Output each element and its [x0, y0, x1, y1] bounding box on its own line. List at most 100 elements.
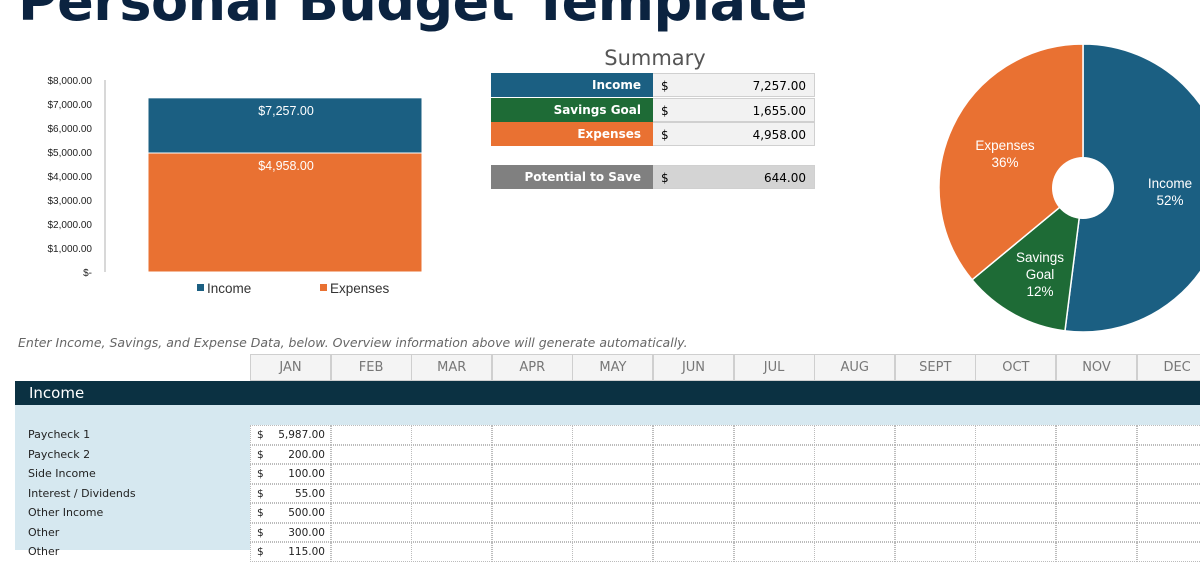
currency-symbol: $ [257, 526, 264, 539]
income-cell-aug[interactable] [814, 542, 896, 562]
income-cell-feb[interactable] [330, 542, 412, 562]
income-cell-dec[interactable] [1136, 444, 1200, 464]
income-cell-dec[interactable] [1136, 542, 1200, 562]
income-cell-feb[interactable] [330, 464, 412, 484]
income-cell-apr[interactable] [491, 444, 573, 464]
income-cell-jun[interactable] [653, 503, 734, 523]
income-cell-aug[interactable] [814, 503, 896, 523]
income-cell-apr[interactable] [491, 522, 573, 542]
income-cell-jan[interactable]: $5,987.00 [250, 425, 331, 445]
income-cell-sept[interactable] [894, 483, 976, 503]
income-cell-sept[interactable] [894, 464, 976, 484]
income-cell-mar[interactable] [411, 464, 493, 484]
income-cell-aug[interactable] [814, 464, 896, 484]
income-cell-mar[interactable] [411, 503, 493, 523]
income-cell-may[interactable] [572, 503, 654, 523]
page-title: Personal Budget Template [18, 0, 808, 33]
income-cell-aug[interactable] [814, 522, 896, 542]
summary-label: Income [491, 73, 653, 97]
currency-symbol: $ [257, 448, 264, 461]
income-cell-may[interactable] [572, 425, 654, 445]
summary-value: 644.00 [683, 165, 815, 189]
currency-symbol: $ [653, 165, 683, 189]
y-tick-label: $4,000.00 [48, 172, 93, 183]
income-cell-dec[interactable] [1136, 503, 1200, 523]
income-cell-jun[interactable] [653, 425, 734, 445]
income-cell-nov[interactable] [1056, 483, 1137, 503]
income-cell-sept[interactable] [894, 503, 976, 523]
income-cell-jun[interactable] [653, 444, 734, 464]
income-cell-mar[interactable] [411, 522, 493, 542]
income-cell-jun[interactable] [653, 522, 734, 542]
income-cell-aug[interactable] [814, 444, 896, 464]
income-cell-apr[interactable] [491, 542, 573, 562]
income-cell-nov[interactable] [1056, 444, 1137, 464]
income-cell-jan[interactable]: $500.00 [250, 503, 331, 523]
income-cell-mar[interactable] [411, 425, 493, 445]
income-cell-feb[interactable] [330, 522, 412, 542]
income-cell-may[interactable] [572, 464, 654, 484]
income-cell-may[interactable] [572, 522, 654, 542]
income-cell-mar[interactable] [411, 444, 493, 464]
income-cell-nov[interactable] [1056, 503, 1137, 523]
legend-swatch [320, 284, 327, 291]
income-cell-apr[interactable] [491, 464, 573, 484]
income-cell-oct[interactable] [975, 464, 1057, 484]
income-cell-sept[interactable] [894, 425, 976, 445]
donut-hole [1052, 157, 1114, 219]
pie-label-name: Income [1148, 176, 1192, 191]
income-cell-jul[interactable] [733, 483, 815, 503]
income-cell-jul[interactable] [733, 542, 815, 562]
income-cell-oct[interactable] [975, 503, 1057, 523]
income-cell-aug[interactable] [814, 483, 896, 503]
income-cell-sept[interactable] [894, 542, 976, 562]
income-cell-feb[interactable] [330, 425, 412, 445]
income-cell-jun[interactable] [653, 542, 734, 562]
income-cell-sept[interactable] [894, 444, 976, 464]
income-cell-jul[interactable] [733, 425, 815, 445]
income-cell-jul[interactable] [733, 522, 815, 542]
income-cell-may[interactable] [572, 542, 654, 562]
income-cell-mar[interactable] [411, 483, 493, 503]
income-cell-jun[interactable] [653, 483, 734, 503]
income-cell-dec[interactable] [1136, 425, 1200, 445]
income-cell-oct[interactable] [975, 542, 1057, 562]
income-cell-jun[interactable] [653, 464, 734, 484]
income-cell-nov[interactable] [1056, 464, 1137, 484]
income-cell-jan[interactable]: $115.00 [250, 542, 331, 562]
income-cell-jan[interactable]: $55.00 [250, 483, 331, 503]
income-cell-jan[interactable]: $100.00 [250, 464, 331, 484]
income-cell-dec[interactable] [1136, 464, 1200, 484]
income-cell-oct[interactable] [975, 444, 1057, 464]
income-cell-jan[interactable]: $200.00 [250, 444, 331, 464]
income-cell-oct[interactable] [975, 483, 1057, 503]
income-cell-apr[interactable] [491, 503, 573, 523]
income-cell-feb[interactable] [330, 483, 412, 503]
income-cell-nov[interactable] [1056, 522, 1137, 542]
pie-slice-income [1064, 43, 1200, 333]
income-cell-jul[interactable] [733, 464, 815, 484]
income-cell-aug[interactable] [814, 425, 896, 445]
income-cell-jul[interactable] [733, 444, 815, 464]
income-cell-may[interactable] [572, 444, 654, 464]
income-cell-feb[interactable] [330, 444, 412, 464]
income-cell-sept[interactable] [894, 522, 976, 542]
income-cell-oct[interactable] [975, 425, 1057, 445]
income-cell-oct[interactable] [975, 522, 1057, 542]
income-cell-dec[interactable] [1136, 483, 1200, 503]
income-cell-mar[interactable] [411, 542, 493, 562]
income-cell-dec[interactable] [1136, 522, 1200, 542]
income-cell-nov[interactable] [1056, 425, 1137, 445]
income-cell-apr[interactable] [491, 483, 573, 503]
summary-title: Summary [604, 46, 706, 70]
income-cell-jan[interactable]: $300.00 [250, 522, 331, 542]
summary-value: 4,958.00 [683, 122, 815, 146]
income-cell-feb[interactable] [330, 503, 412, 523]
income-cell-may[interactable] [572, 483, 654, 503]
pie-label-percent: 12% [1026, 284, 1053, 299]
income-cell-jul[interactable] [733, 503, 815, 523]
currency-symbol: $ [653, 122, 683, 146]
summary-row-expenses: Expenses $4,958.00 [491, 122, 815, 146]
income-cell-nov[interactable] [1056, 542, 1137, 562]
income-cell-apr[interactable] [491, 425, 573, 445]
